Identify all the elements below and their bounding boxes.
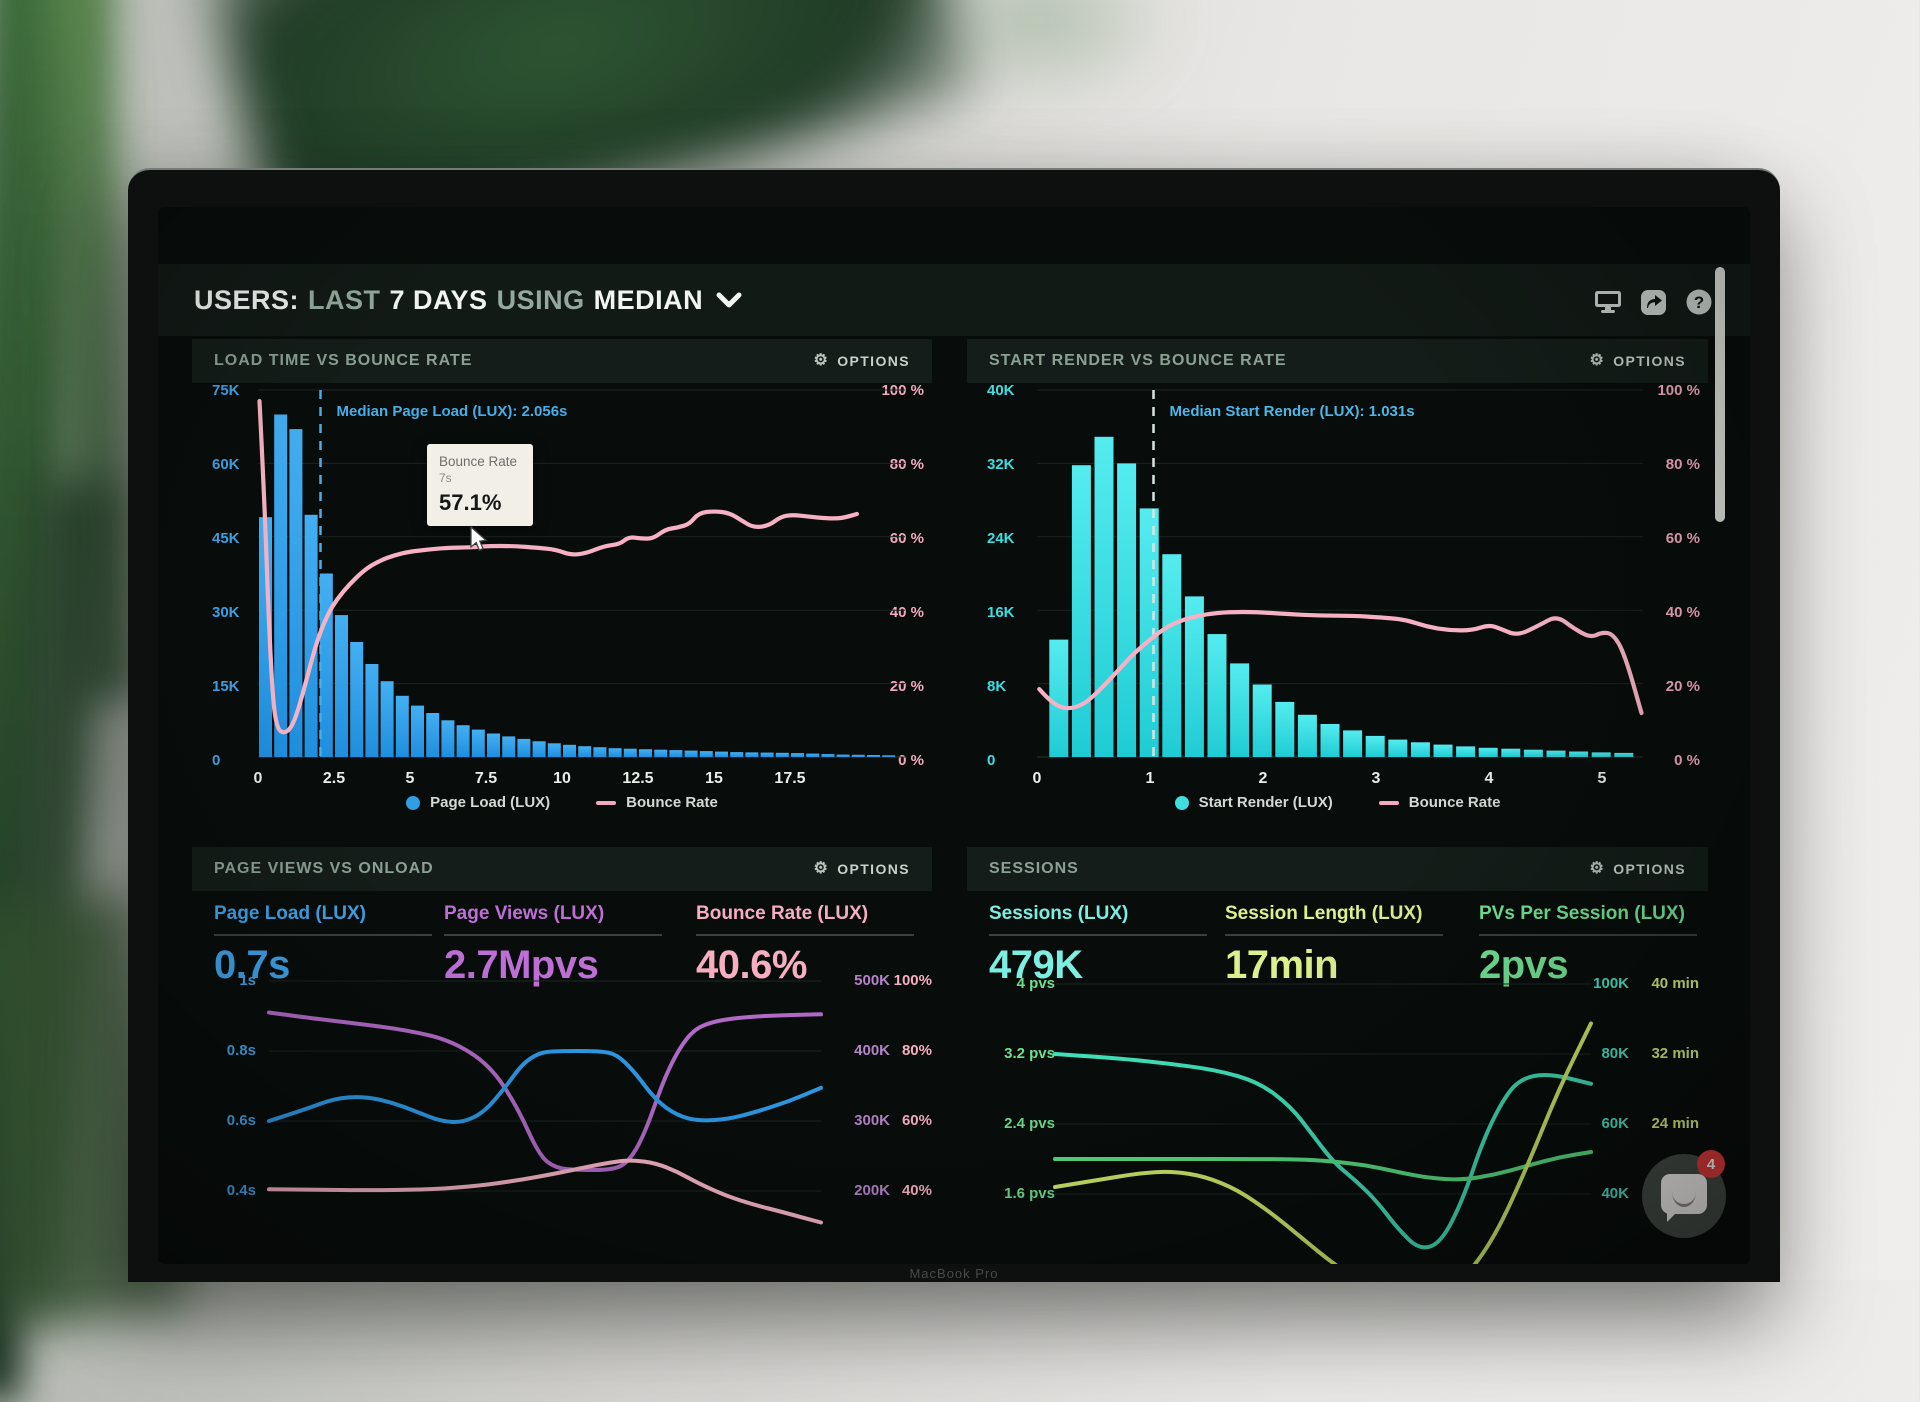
tooltip-series: Bounce Rate	[439, 454, 518, 469]
load-time-chart: Median Page Load (LUX): 2.056s 0 2.5 5 7.5 10…	[248, 379, 938, 803]
svg-text:0: 0	[1033, 770, 1042, 787]
plant-leaf	[0, 478, 119, 1302]
options-button[interactable]: ⚙ OPTIONS	[1589, 352, 1686, 370]
svg-text:?: ?	[1694, 293, 1704, 312]
legend-page-load[interactable]: Page Load (LUX)	[406, 794, 550, 811]
options-button[interactable]: ⚙ OPTIONS	[813, 860, 910, 878]
metric-page-load: Page Load (LUX) 0.7s	[214, 903, 432, 988]
panel-page-views-vs-onload: PAGE VIEWS VS ONLOAD ⚙ OPTIONS Page Load …	[192, 847, 932, 1264]
header-part: USERS:	[194, 284, 300, 315]
metric-sessions: Sessions (LUX) 479K	[989, 903, 1207, 988]
options-button[interactable]: ⚙ OPTIONS	[813, 352, 910, 370]
svg-text:15: 15	[705, 770, 723, 787]
dashboard-screen: USERS: LAST 7 DAYS USING MEDIAN ?	[158, 207, 1750, 1264]
header-part: USING	[496, 284, 585, 315]
legend-start-render[interactable]: Start Render (LUX)	[1174, 794, 1333, 811]
tooltip-value: 57.1%	[439, 490, 502, 515]
chart-legend: Page Load (LUX) Bounce Rate	[192, 794, 932, 811]
metric-session-length: Session Length (LUX) 17min	[1225, 903, 1443, 988]
panel-header: PAGE VIEWS VS ONLOAD ⚙ OPTIONS	[192, 847, 932, 891]
svg-text:4: 4	[1485, 770, 1494, 787]
legend-bounce-rate[interactable]: Bounce Rate	[596, 794, 718, 811]
gear-icon: ⚙	[1589, 860, 1606, 877]
plant-leaf	[900, 0, 1180, 100]
options-button[interactable]: ⚙ OPTIONS	[1589, 860, 1686, 878]
share-icon[interactable]	[1640, 287, 1668, 315]
gear-icon: ⚙	[813, 860, 830, 877]
start-render-chart: Median Start Render (LUX): 1.031s 0 1 2 3 4 5	[1023, 379, 1713, 803]
chat-widget-button[interactable]: 4	[1642, 1150, 1726, 1238]
svg-text:2.5: 2.5	[323, 770, 345, 787]
chat-notification-badge: 4	[1697, 1150, 1725, 1178]
plant-leaf	[41, 0, 139, 701]
tooltip-x: 7s	[439, 471, 452, 485]
panel-start-render-vs-bounce-rate: START RENDER VS BOUNCE RATE ⚙ OPTIONS 40K…	[967, 339, 1708, 839]
panel-title: PAGE VIEWS VS ONLOAD	[214, 860, 434, 877]
panel-header: SESSIONS ⚙ OPTIONS	[967, 847, 1708, 891]
laptop-frame: USERS: LAST 7 DAYS USING MEDIAN ?	[128, 168, 1780, 1282]
panel-title: SESSIONS	[989, 860, 1079, 877]
svg-text:1: 1	[1146, 770, 1155, 787]
legend-line-icon	[596, 800, 617, 805]
metric-page-views: Page Views (LUX) 2.7Mpvs	[444, 903, 662, 988]
plant-leaf	[0, 0, 100, 1402]
header-part: 7 DAYS	[389, 284, 488, 315]
laptop-brand-label: MacBook Pro	[909, 1266, 999, 1281]
gear-icon: ⚙	[813, 352, 830, 369]
svg-text:7.5: 7.5	[475, 770, 497, 787]
monitor-icon[interactable]	[1593, 287, 1623, 315]
mouse-cursor	[468, 525, 488, 558]
legend-dot-icon	[1174, 795, 1189, 810]
svg-text:12.5: 12.5	[622, 770, 653, 787]
metric-pvs-per-session: PVs Per Session (LUX) 2pvs	[1479, 903, 1697, 988]
header-part: MEDIAN	[593, 284, 704, 315]
page-views-chart	[254, 972, 864, 1264]
panel-header: START RENDER VS BOUNCE RATE ⚙ OPTIONS	[967, 339, 1708, 383]
svg-text:17.5: 17.5	[774, 770, 805, 787]
panel-sessions: SESSIONS ⚙ OPTIONS Sessions (LUX) 479K Ses…	[967, 847, 1708, 1264]
scrollbar-thumb[interactable]	[1715, 267, 1725, 522]
metric-bounce-rate: Bounce Rate (LUX) 40.6%	[696, 903, 914, 988]
svg-text:3: 3	[1372, 770, 1381, 787]
header-bar: USERS: LAST 7 DAYS USING MEDIAN	[158, 264, 1750, 336]
svg-text:0: 0	[254, 770, 263, 787]
gear-icon: ⚙	[1589, 352, 1606, 369]
help-icon[interactable]: ?	[1685, 287, 1713, 315]
legend-line-icon	[1378, 800, 1399, 805]
svg-text:Median Page Load (LUX): 2.056s: Median Page Load (LUX): 2.056s	[337, 403, 568, 420]
header-part: LAST	[308, 284, 381, 315]
chevron-down-icon	[716, 292, 742, 309]
legend-bounce-rate[interactable]: Bounce Rate	[1378, 794, 1500, 811]
svg-text:Median Start Render (LUX): 1.0: Median Start Render (LUX): 1.031s	[1170, 403, 1415, 420]
panel-header: LOAD TIME VS BOUNCE RATE ⚙ OPTIONS	[192, 339, 932, 383]
bounce-rate-tooltip: Bounce Rate 7s 57.1%	[427, 444, 533, 526]
chat-bubble-icon	[1661, 1174, 1707, 1222]
svg-text:2: 2	[1259, 770, 1268, 787]
users-range-dropdown[interactable]: USERS: LAST 7 DAYS USING MEDIAN	[194, 285, 742, 316]
panel-title: START RENDER VS BOUNCE RATE	[989, 352, 1287, 369]
panel-load-time-vs-bounce-rate: LOAD TIME VS BOUNCE RATE ⚙ OPTIONS 75K 60K…	[192, 339, 932, 839]
svg-text:5: 5	[406, 770, 415, 787]
svg-text:5: 5	[1598, 770, 1607, 787]
legend-dot-icon	[406, 795, 421, 810]
header-icons: ?	[1593, 287, 1713, 315]
chart-legend: Start Render (LUX) Bounce Rate	[967, 794, 1708, 811]
panel-title: LOAD TIME VS BOUNCE RATE	[214, 352, 473, 369]
sessions-chart	[1045, 975, 1605, 1264]
svg-text:10: 10	[553, 770, 571, 787]
